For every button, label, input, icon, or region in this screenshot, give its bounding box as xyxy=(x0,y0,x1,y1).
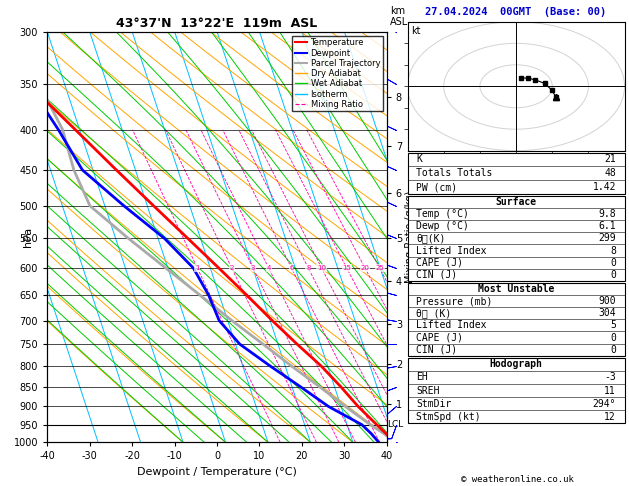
Text: 10: 10 xyxy=(317,265,326,271)
Text: PW (cm): PW (cm) xyxy=(416,182,457,192)
Text: EH: EH xyxy=(416,372,428,382)
Text: CAPE (J): CAPE (J) xyxy=(416,258,464,268)
Text: 8: 8 xyxy=(610,245,616,256)
Text: 9.8: 9.8 xyxy=(598,209,616,219)
Text: Hodograph: Hodograph xyxy=(489,359,543,369)
Text: CAPE (J): CAPE (J) xyxy=(416,332,464,343)
Text: θᴄ(K): θᴄ(K) xyxy=(416,233,446,243)
Text: 21: 21 xyxy=(604,155,616,164)
Text: Surface: Surface xyxy=(496,197,537,207)
Text: kt: kt xyxy=(411,26,421,36)
Text: K: K xyxy=(416,155,422,164)
Text: Lifted Index: Lifted Index xyxy=(416,245,487,256)
Text: 0: 0 xyxy=(610,345,616,355)
Text: 25: 25 xyxy=(376,265,384,271)
Text: hPa: hPa xyxy=(23,227,33,247)
FancyBboxPatch shape xyxy=(408,196,625,281)
Text: 4: 4 xyxy=(267,265,271,271)
Text: km
ASL: km ASL xyxy=(390,6,408,28)
Text: Lifted Index: Lifted Index xyxy=(416,320,487,330)
Text: 0: 0 xyxy=(610,270,616,280)
Text: 0: 0 xyxy=(610,258,616,268)
Text: Totals Totals: Totals Totals xyxy=(416,168,493,178)
Text: 3: 3 xyxy=(251,265,255,271)
Text: 5: 5 xyxy=(610,320,616,330)
Text: CIN (J): CIN (J) xyxy=(416,345,457,355)
Text: 15: 15 xyxy=(342,265,351,271)
Text: 1.42: 1.42 xyxy=(593,182,616,192)
Text: 48: 48 xyxy=(604,168,616,178)
Text: θᴄ (K): θᴄ (K) xyxy=(416,308,452,318)
Text: 27.04.2024  00GMT  (Base: 00): 27.04.2024 00GMT (Base: 00) xyxy=(425,7,607,17)
Text: 0: 0 xyxy=(610,332,616,343)
Text: 11: 11 xyxy=(604,385,616,396)
Text: 6.1: 6.1 xyxy=(598,221,616,231)
Text: CIN (J): CIN (J) xyxy=(416,270,457,280)
FancyBboxPatch shape xyxy=(408,283,625,356)
Text: Dewp (°C): Dewp (°C) xyxy=(416,221,469,231)
Text: 12: 12 xyxy=(604,412,616,422)
Y-axis label: Mixing Ratio (g/kg): Mixing Ratio (g/kg) xyxy=(405,191,415,283)
Text: Pressure (mb): Pressure (mb) xyxy=(416,296,493,306)
FancyBboxPatch shape xyxy=(408,358,625,423)
Text: 2: 2 xyxy=(230,265,234,271)
Text: Temp (°C): Temp (°C) xyxy=(416,209,469,219)
Text: 20: 20 xyxy=(360,265,369,271)
Text: Most Unstable: Most Unstable xyxy=(478,284,554,294)
Legend: Temperature, Dewpoint, Parcel Trajectory, Dry Adiabat, Wet Adiabat, Isotherm, Mi: Temperature, Dewpoint, Parcel Trajectory… xyxy=(292,36,382,111)
Text: StmDir: StmDir xyxy=(416,399,452,409)
Text: -3: -3 xyxy=(604,372,616,382)
FancyBboxPatch shape xyxy=(408,153,625,194)
Text: 900: 900 xyxy=(598,296,616,306)
Text: 6: 6 xyxy=(289,265,294,271)
Text: 294°: 294° xyxy=(593,399,616,409)
Text: StmSpd (kt): StmSpd (kt) xyxy=(416,412,481,422)
Text: 8: 8 xyxy=(306,265,311,271)
Text: LCL: LCL xyxy=(387,420,404,429)
X-axis label: Dewpoint / Temperature (°C): Dewpoint / Temperature (°C) xyxy=(137,467,297,477)
Text: © weatheronline.co.uk: © weatheronline.co.uk xyxy=(460,474,574,484)
Text: 304: 304 xyxy=(598,308,616,318)
Text: 299: 299 xyxy=(598,233,616,243)
Text: 1: 1 xyxy=(195,265,199,271)
Title: 43°37'N  13°22'E  119m  ASL: 43°37'N 13°22'E 119m ASL xyxy=(116,17,318,31)
Text: SREH: SREH xyxy=(416,385,440,396)
